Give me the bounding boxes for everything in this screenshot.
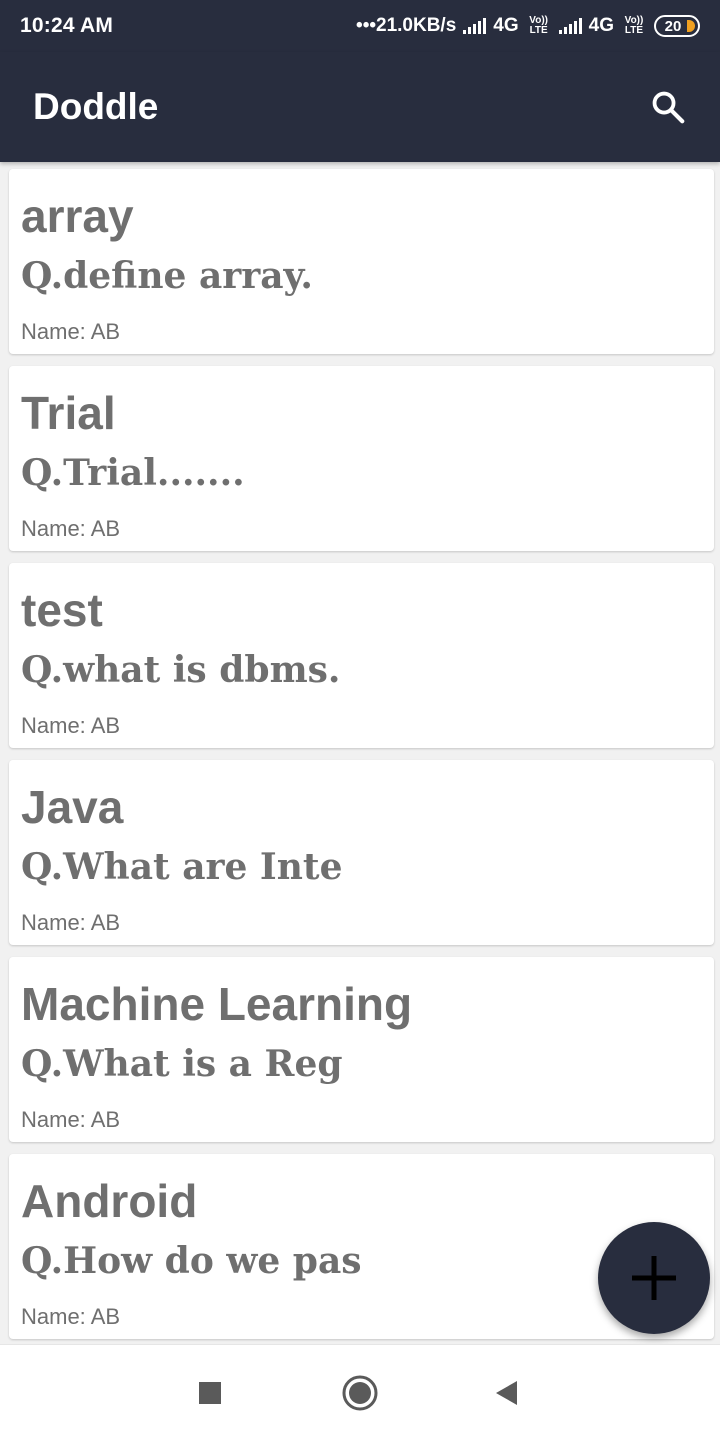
navigation-bar — [0, 1344, 720, 1440]
post-card[interactable]: Java Q.What are Inte Name: AB — [9, 760, 714, 945]
network-type-sim1: 4G — [493, 15, 519, 36]
post-question: Q.Trial....... — [21, 452, 245, 494]
status-bar: 10:24 AM •••21.0KB/s 4G Vo)) LTE 4G Vo))… — [0, 0, 720, 52]
post-title: test — [21, 584, 103, 636]
plus-icon[interactable] — [628, 1252, 680, 1304]
post-question: Q.What is a Reg — [21, 1043, 343, 1085]
post-question: Q.How do we pas — [21, 1240, 362, 1282]
post-title: Android — [21, 1175, 198, 1227]
post-author: Name: AB — [21, 713, 121, 738]
app-title: Doddle — [33, 86, 159, 127]
app-bar: Doddle — [0, 52, 720, 162]
post-card[interactable]: test Q.what is dbms. Name: AB — [9, 563, 714, 748]
post-author: Name: AB — [21, 1304, 121, 1329]
post-title: Machine Learning — [21, 978, 413, 1030]
home-button[interactable] — [332, 1365, 388, 1421]
recents-button[interactable] — [182, 1365, 238, 1421]
post-author: Name: AB — [21, 516, 121, 541]
square-icon[interactable] — [198, 1381, 222, 1405]
battery-level-fill — [687, 20, 695, 32]
post-title: Java — [21, 781, 124, 833]
battery-icon: 20 — [654, 15, 700, 37]
signal-icon — [463, 18, 487, 34]
post-question: Q.what is dbms. — [21, 649, 341, 691]
post-card[interactable]: Machine Learning Q.What is a Reg Name: A… — [9, 957, 714, 1142]
add-post-button[interactable] — [598, 1222, 710, 1334]
volte-icon: Vo)) LTE — [529, 15, 548, 36]
post-card[interactable]: array Q.define array. Name: AB — [9, 169, 714, 354]
post-card[interactable]: Trial Q.Trial....... Name: AB — [9, 366, 714, 551]
triangle-back-icon[interactable] — [493, 1379, 519, 1407]
back-button[interactable] — [478, 1365, 534, 1421]
search-button[interactable] — [644, 83, 692, 131]
search-icon[interactable] — [649, 88, 687, 126]
post-question: Q.define array. — [21, 255, 313, 297]
post-title: Trial — [21, 387, 116, 439]
status-icons: •••21.0KB/s 4G Vo)) LTE 4G Vo)) LTE 20 — [356, 15, 700, 37]
volte-icon: Vo)) LTE — [624, 15, 644, 36]
status-time: 10:24 AM — [20, 14, 114, 37]
network-speed: •••21.0KB/s — [356, 15, 457, 36]
post-author: Name: AB — [21, 910, 121, 935]
post-card[interactable]: Android Q.How do we pas Name: AB — [9, 1154, 714, 1339]
battery-level-text: 20 — [664, 17, 682, 35]
post-author: Name: AB — [21, 319, 121, 344]
circle-icon[interactable] — [341, 1374, 379, 1412]
post-title: array — [21, 190, 134, 242]
network-type-sim2: 4G — [588, 15, 614, 36]
signal-icon — [558, 18, 582, 34]
post-author: Name: AB — [21, 1107, 121, 1132]
post-question: Q.What are Inte — [21, 846, 343, 888]
